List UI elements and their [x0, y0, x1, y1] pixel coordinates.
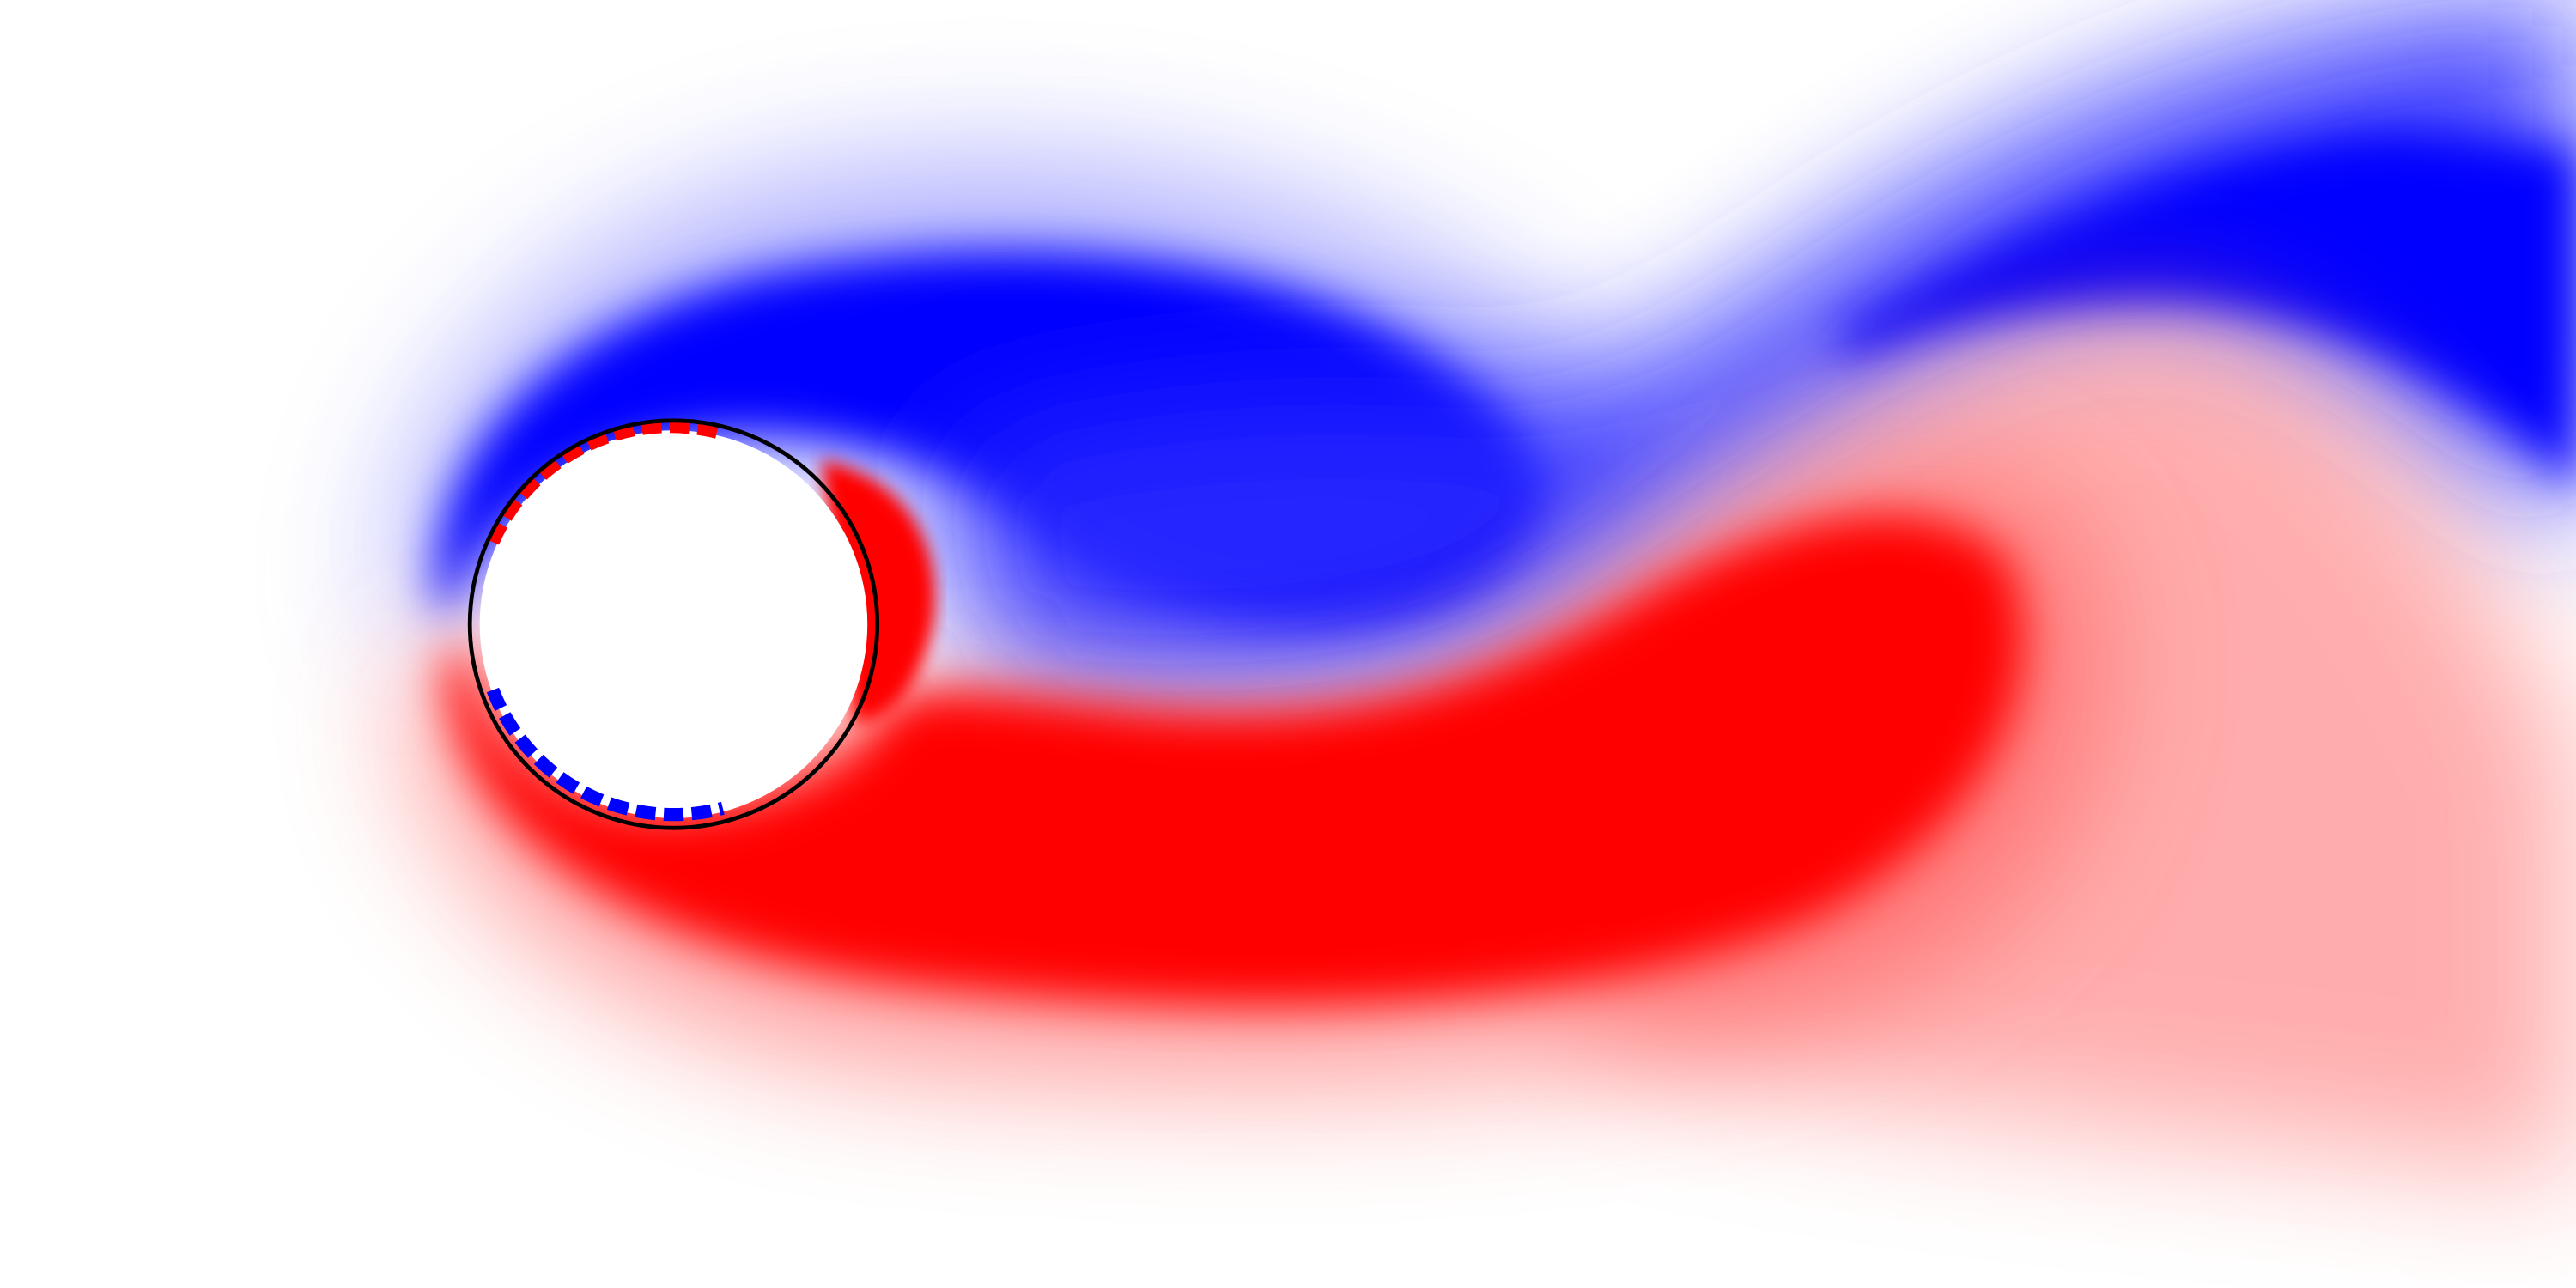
cylinder-outline — [467, 418, 880, 830]
red-core — [443, 515, 2022, 1005]
cylinder — [467, 418, 880, 830]
cylinder-edge-red — [486, 419, 725, 545]
cylinder-body — [479, 430, 868, 818]
cylinder-edge-blue — [486, 687, 725, 822]
blue-vortex — [392, 0, 2576, 679]
blue-upper-core — [1839, 131, 2576, 493]
blue-upper-wake — [920, 0, 2576, 679]
